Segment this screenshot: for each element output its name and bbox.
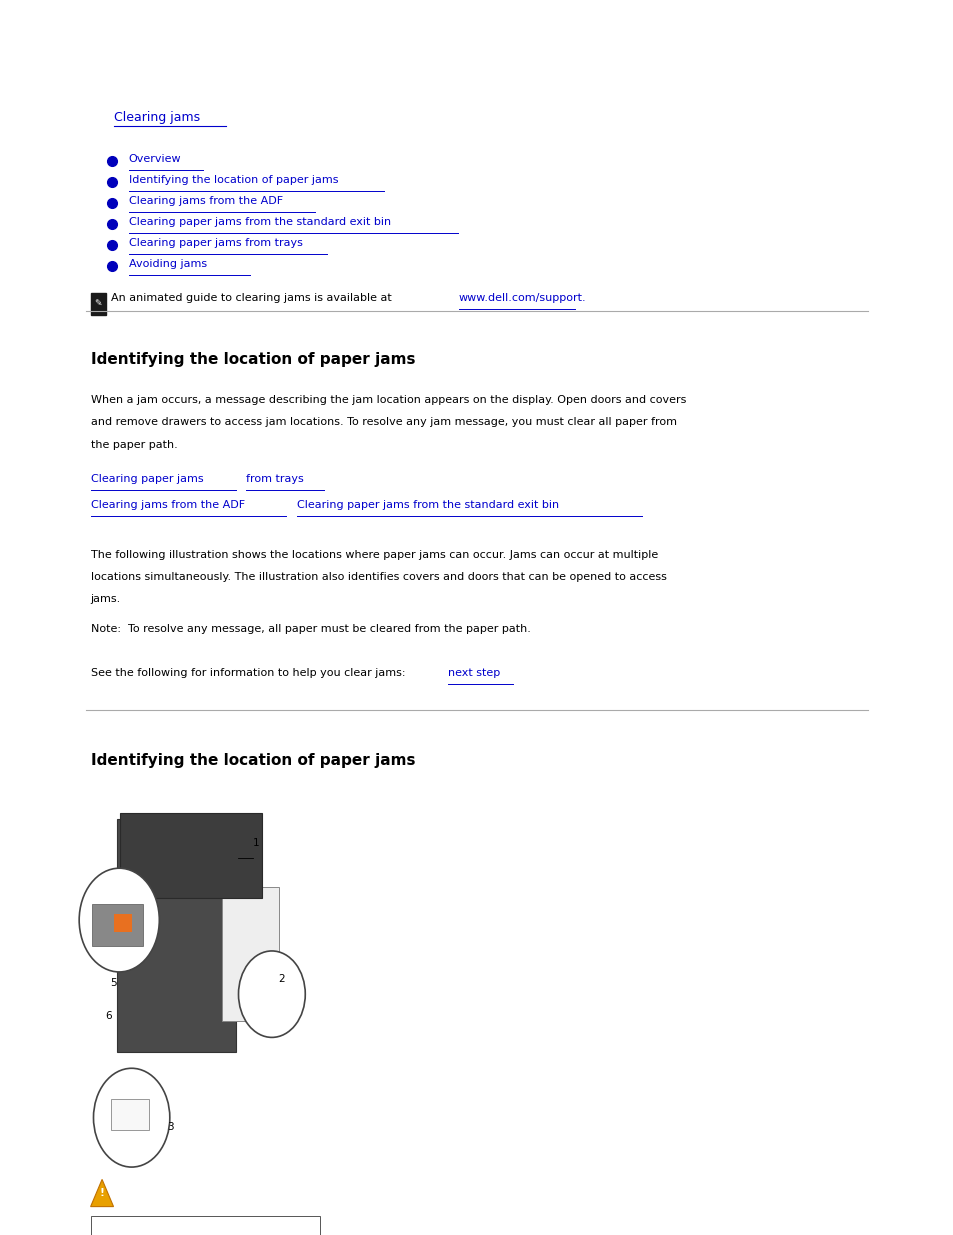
Polygon shape bbox=[91, 1179, 113, 1207]
Text: Identifying the location of paper jams: Identifying the location of paper jams bbox=[129, 175, 338, 185]
Text: and remove drawers to access jam locations. To resolve any jam message, you must: and remove drawers to access jam locatio… bbox=[91, 417, 676, 427]
Text: Clearing paper jams: Clearing paper jams bbox=[91, 474, 203, 484]
Text: 6: 6 bbox=[105, 1011, 112, 1021]
Text: 5: 5 bbox=[111, 978, 117, 988]
Circle shape bbox=[238, 951, 305, 1037]
Text: Identifying the location of paper jams: Identifying the location of paper jams bbox=[91, 352, 415, 367]
Text: Clearing paper jams from trays: Clearing paper jams from trays bbox=[129, 238, 302, 248]
Text: Overview: Overview bbox=[129, 154, 181, 164]
Text: jams.: jams. bbox=[91, 594, 121, 604]
Text: 1: 1 bbox=[253, 839, 259, 848]
Text: Clearing paper jams from the standard exit bin: Clearing paper jams from the standard ex… bbox=[296, 500, 558, 510]
Text: the paper path.: the paper path. bbox=[91, 440, 177, 450]
FancyBboxPatch shape bbox=[120, 813, 262, 898]
Text: Clearing jams: Clearing jams bbox=[114, 111, 200, 125]
Text: An animated guide to clearing jams is available at: An animated guide to clearing jams is av… bbox=[111, 293, 391, 303]
Text: Clearing paper jams from the standard exit bin: Clearing paper jams from the standard ex… bbox=[129, 217, 391, 227]
Text: ✎: ✎ bbox=[94, 299, 102, 309]
Polygon shape bbox=[111, 1099, 149, 1130]
Text: www.dell.com/support.: www.dell.com/support. bbox=[458, 293, 586, 303]
FancyBboxPatch shape bbox=[117, 819, 235, 1052]
FancyBboxPatch shape bbox=[114, 914, 132, 932]
Text: Clearing jams from the ADF: Clearing jams from the ADF bbox=[129, 196, 283, 206]
Text: from trays: from trays bbox=[246, 474, 304, 484]
Text: Note:  To resolve any message, all paper must be cleared from the paper path.: Note: To resolve any message, all paper … bbox=[91, 624, 530, 634]
Text: locations simultaneously. The illustration also identifies covers and doors that: locations simultaneously. The illustrati… bbox=[91, 572, 666, 582]
Text: 3: 3 bbox=[167, 1123, 173, 1132]
FancyBboxPatch shape bbox=[91, 904, 143, 946]
Text: When a jam occurs, a message describing the jam location appears on the display.: When a jam occurs, a message describing … bbox=[91, 395, 685, 405]
Text: !: ! bbox=[99, 1188, 105, 1198]
FancyBboxPatch shape bbox=[222, 887, 278, 1021]
Circle shape bbox=[79, 868, 159, 972]
Text: 2: 2 bbox=[278, 974, 285, 984]
Text: next step: next step bbox=[448, 668, 500, 678]
Text: Avoiding jams: Avoiding jams bbox=[129, 259, 207, 269]
Text: Identifying the location of paper jams: Identifying the location of paper jams bbox=[91, 753, 415, 768]
Text: See the following for information to help you clear jams:: See the following for information to hel… bbox=[91, 668, 405, 678]
Circle shape bbox=[93, 1068, 170, 1167]
FancyBboxPatch shape bbox=[91, 1216, 319, 1235]
Text: Clearing jams from the ADF: Clearing jams from the ADF bbox=[91, 500, 245, 510]
FancyBboxPatch shape bbox=[91, 293, 106, 315]
Text: The following illustration shows the locations where paper jams can occur. Jams : The following illustration shows the loc… bbox=[91, 550, 658, 559]
